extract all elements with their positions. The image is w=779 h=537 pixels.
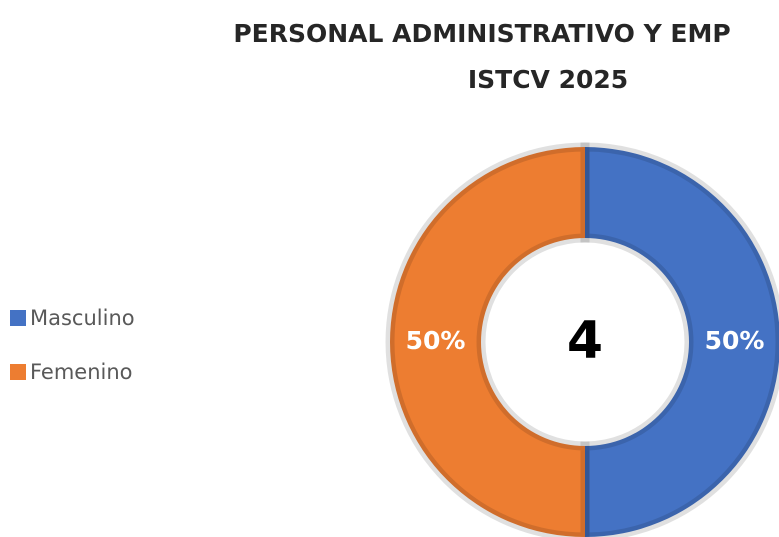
donut-slice xyxy=(385,142,590,537)
chart-title: PERSONAL ADMINISTRATIVO Y EMP xyxy=(233,19,730,48)
legend-label: Masculino xyxy=(30,306,135,330)
value-label: 50% xyxy=(705,326,765,355)
chart-title: ISTCV 2025 xyxy=(468,65,628,94)
legend-swatch xyxy=(10,364,26,380)
legend-label: Femenino xyxy=(30,360,133,384)
donut-slice xyxy=(580,142,779,537)
value-label: 50% xyxy=(406,326,466,355)
legend-swatch xyxy=(10,310,26,326)
center-label: 4 xyxy=(567,311,603,371)
